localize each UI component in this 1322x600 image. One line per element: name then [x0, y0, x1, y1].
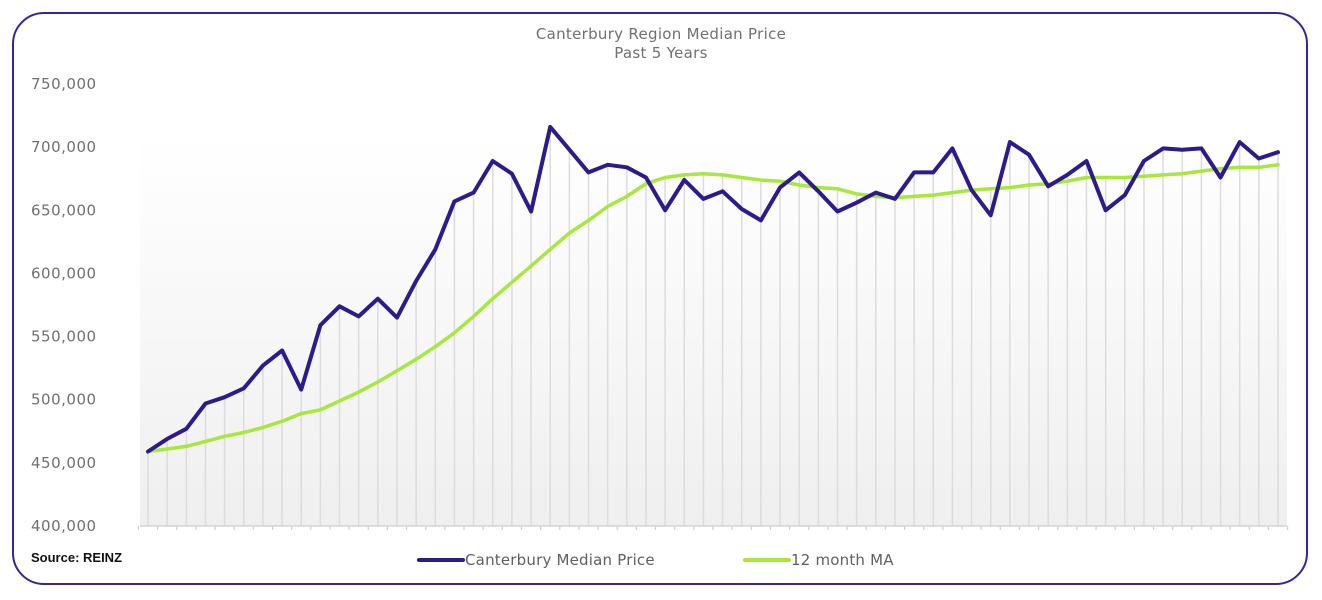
y-tick-label: 700,000 [31, 138, 97, 156]
y-tick-label: 650,000 [31, 201, 97, 219]
chart-subtitle: Past 5 Years [614, 44, 708, 62]
legend-label-median: Canterbury Median Price [465, 551, 655, 569]
legend-label-ma: 12 month MA [791, 551, 894, 569]
legend-swatch-median [417, 558, 465, 562]
y-tick-label: 500,000 [31, 391, 97, 409]
chart-title: Canterbury Region Median Price [535, 25, 787, 43]
y-tick-label: 400,000 [31, 517, 97, 535]
legend-swatch-ma [743, 558, 791, 562]
x-axis [137, 525, 1289, 530]
y-tick-label: 750,000 [31, 75, 97, 93]
vertical-gridlines [147, 126, 1279, 526]
series-lines [146, 124, 1280, 454]
y-tick-label: 600,000 [31, 264, 97, 282]
series-line-12-month-ma [146, 163, 1280, 454]
series-line-median-price [146, 124, 1280, 454]
source-note: Source: REINZ [31, 550, 123, 565]
y-axis: 400,000 450,000 500,000 550,000 600,000 650,0… [31, 75, 97, 535]
y-tick-label: 550,000 [31, 328, 97, 346]
y-tick-label: 450,000 [31, 454, 97, 472]
legend-item-median: Canterbury Median Price [417, 551, 655, 569]
legend-item-ma: 12 month MA [743, 551, 894, 569]
plot-area [140, 137, 1287, 526]
